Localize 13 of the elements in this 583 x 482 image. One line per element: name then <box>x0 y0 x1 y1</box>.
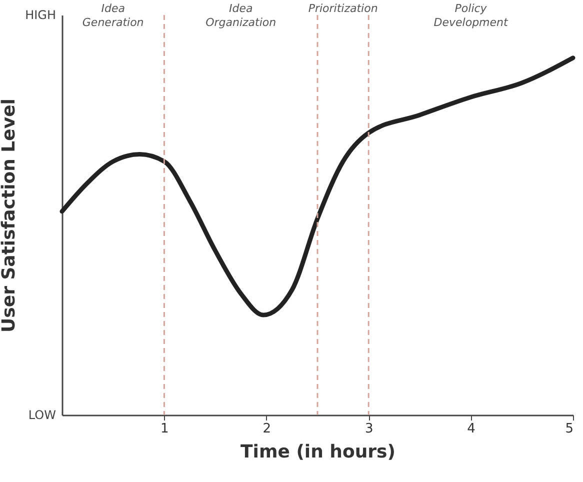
x-tick-label: 1 <box>160 422 169 436</box>
text: Prioritization <box>308 2 378 15</box>
x-tick-label: 5 <box>565 422 574 436</box>
text: LOW <box>28 408 56 422</box>
y-axis-title: User Satisfaction Level <box>0 98 20 332</box>
x-tick-label: 4 <box>467 422 476 436</box>
text: Policy Development <box>434 2 509 29</box>
x-axis-title: Time (in hours) <box>240 442 396 462</box>
text: HIGH <box>25 8 56 22</box>
text: Idea Generation <box>82 2 144 29</box>
x-tick-label: 2 <box>262 422 272 436</box>
text: Idea Organization <box>206 2 276 29</box>
x-tick-label: 3 <box>364 422 374 436</box>
